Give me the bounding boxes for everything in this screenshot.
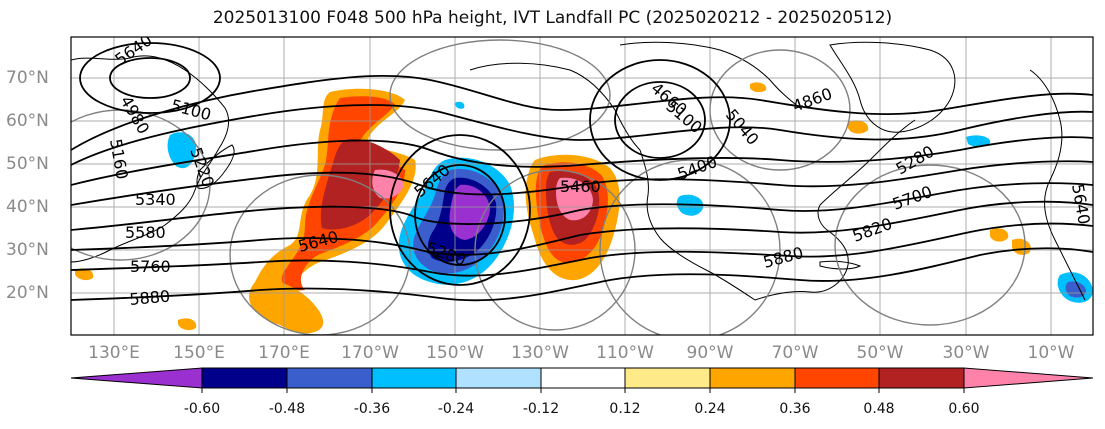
lon-label: 170°E: [258, 343, 310, 363]
colorbar: [70, 367, 1094, 393]
colorbar-segment: [624, 367, 711, 389]
contour-5460: [71, 160, 1093, 206]
positive-anomaly-tail: [249, 280, 324, 334]
map-frame: [70, 36, 1094, 336]
lat-label: 30°N: [6, 240, 49, 260]
contour-5100: [71, 74, 1093, 151]
lon-label: 170°W: [341, 343, 399, 363]
lon-label: 30°W: [942, 343, 990, 363]
positive-anomaly-west-small-2: [178, 318, 197, 331]
contour-label: 5460: [560, 177, 601, 196]
coastline-greenland: [829, 41, 956, 133]
lon-label: 10°W: [1027, 343, 1075, 363]
colorbar-segment: [878, 367, 965, 389]
negative-anomaly-east-core: [1065, 281, 1086, 298]
colorbar-extend-left: [70, 367, 203, 389]
contour-label: 5880: [761, 243, 805, 272]
coastline-asia: [71, 55, 229, 263]
coastline-alaska: [469, 62, 641, 151]
coastline-japan: [196, 144, 235, 189]
lat-label: 20°N: [6, 283, 49, 303]
contour-label: 5700: [890, 182, 935, 214]
colorbar-tick-label: -0.36: [353, 401, 391, 417]
contour-5700: [71, 200, 1093, 256]
contour-ring-pacific-low-inner: [414, 164, 506, 266]
contour-ring-arctic-inner: [109, 57, 191, 99]
colorbar-tick-label: -0.60: [183, 401, 221, 417]
lat-label: 60°N: [6, 111, 49, 131]
height-contours: [71, 42, 1093, 302]
contour-5220: [71, 104, 1093, 166]
lon-label: 150°E: [173, 343, 225, 363]
lon-label: 110°W: [596, 343, 654, 363]
colorbar-segment: [455, 367, 542, 389]
contour-5580: [71, 182, 1093, 231]
colorbar-extend-right: [963, 367, 1094, 389]
colorbar-tick-label: 0.60: [948, 401, 980, 417]
lon-label: 130°W: [511, 343, 569, 363]
contour-ring-arctic: [79, 42, 221, 114]
colorbar-tick-label: 0.12: [609, 401, 641, 417]
lon-label: 50°W: [856, 343, 904, 363]
negative-anomaly-pacific-small: [455, 101, 465, 109]
positive-anomaly-canada-small: [750, 82, 767, 93]
coastline-cuba: [819, 260, 862, 270]
coastline-canada-arctic: [619, 41, 801, 109]
contour-label: 5580: [125, 223, 166, 242]
coastline-gulf: [754, 204, 849, 301]
negative-anomaly-central-peak: [449, 184, 490, 240]
lat-label: 70°N: [6, 68, 49, 88]
lat-label: 50°N: [6, 154, 49, 174]
contour-5880: [71, 247, 1093, 302]
negative-anomaly-greenland: [966, 135, 991, 147]
colorbar-tick-label: 0.48: [863, 401, 895, 417]
contour-label: 5820: [850, 214, 895, 246]
positive-anomaly-atlantic-small-1: [848, 120, 869, 134]
colorbar-segment: [794, 367, 880, 389]
colorbar-tick-label: 0.36: [779, 401, 811, 417]
colorbar-tick-label: -0.24: [437, 401, 475, 417]
positive-anomaly-west-small: [75, 268, 94, 281]
contour-label: 5760: [130, 257, 171, 276]
contour-label: 5220: [186, 145, 218, 190]
colorbar-segment: [286, 367, 373, 389]
coastline-westcoast-na: [639, 149, 756, 301]
colorbar-tick-label: -0.48: [268, 401, 306, 417]
contour-label: 5340: [135, 190, 176, 209]
lon-label: 150°W: [426, 343, 484, 363]
map-title: 2025013100 F048 500 hPa height, IVT Land…: [212, 8, 893, 28]
positive-anomaly-atlantic-small-2: [990, 228, 1009, 242]
lon-label: 90°W: [686, 343, 734, 363]
positive-anomaly-atlantic-small-3: [1012, 238, 1031, 255]
colorbar-tick-label: 0.24: [694, 401, 726, 417]
lat-label: 40°N: [6, 197, 49, 217]
colorbar-segment: [201, 367, 288, 389]
lon-label: 70°W: [771, 343, 819, 363]
contour-ring-canada-low-inner: [614, 81, 706, 159]
contour-label: 5280: [893, 142, 938, 179]
contour-label: 5640: [111, 30, 155, 69]
negative-anomaly-west: [167, 132, 197, 169]
contour-label: 5880: [129, 287, 171, 309]
contour-5340: [71, 136, 1093, 186]
shading-layer: [75, 82, 1093, 334]
colorbar-segment: [371, 367, 457, 389]
contour-label: 4980: [117, 93, 154, 138]
contour-5820: [71, 222, 1093, 277]
colorbar-segment: [540, 367, 626, 389]
colorbar-tick-label: -0.12: [522, 401, 560, 417]
coastline-africa-europe: [1029, 69, 1086, 301]
colorbar-segment: [709, 367, 796, 389]
lon-label: 130°E: [88, 343, 140, 363]
contour-label: 5640: [1068, 182, 1094, 225]
